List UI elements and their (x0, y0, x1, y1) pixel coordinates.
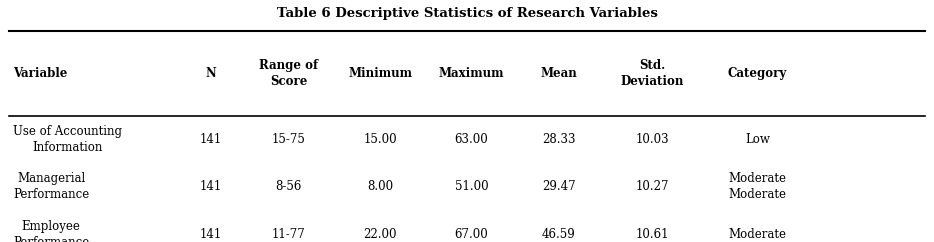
Text: 141: 141 (200, 228, 222, 241)
Text: 11-77: 11-77 (272, 228, 305, 241)
Text: 28.33: 28.33 (542, 133, 575, 146)
Text: 8.00: 8.00 (367, 181, 393, 193)
Text: 46.59: 46.59 (542, 228, 575, 241)
Text: Range of
Score: Range of Score (259, 59, 318, 88)
Text: Table 6 Descriptive Statistics of Research Variables: Table 6 Descriptive Statistics of Resear… (276, 7, 658, 20)
Text: Minimum: Minimum (348, 67, 412, 80)
Text: Low: Low (745, 133, 770, 146)
Text: 8-56: 8-56 (276, 181, 302, 193)
Text: Std.
Deviation: Std. Deviation (621, 59, 684, 88)
Text: 63.00: 63.00 (455, 133, 488, 146)
Text: 141: 141 (200, 133, 222, 146)
Text: Use of Accounting
Information: Use of Accounting Information (13, 125, 122, 154)
Text: 22.00: 22.00 (363, 228, 397, 241)
Text: 10.03: 10.03 (635, 133, 669, 146)
Text: Moderate
Moderate: Moderate Moderate (729, 173, 786, 201)
Text: Variable: Variable (13, 67, 67, 80)
Text: Category: Category (728, 67, 787, 80)
Text: Employee
Performance: Employee Performance (13, 220, 90, 242)
Text: 15.00: 15.00 (363, 133, 397, 146)
Text: 10.61: 10.61 (636, 228, 669, 241)
Text: Mean: Mean (540, 67, 577, 80)
Text: Managerial
Performance: Managerial Performance (13, 173, 90, 201)
Text: Moderate: Moderate (729, 228, 786, 241)
Text: 67.00: 67.00 (455, 228, 488, 241)
Text: N: N (205, 67, 216, 80)
Text: 141: 141 (200, 181, 222, 193)
Text: Maximum: Maximum (439, 67, 504, 80)
Text: 51.00: 51.00 (455, 181, 488, 193)
Text: 15-75: 15-75 (272, 133, 305, 146)
Text: 10.27: 10.27 (636, 181, 669, 193)
Text: 29.47: 29.47 (542, 181, 575, 193)
